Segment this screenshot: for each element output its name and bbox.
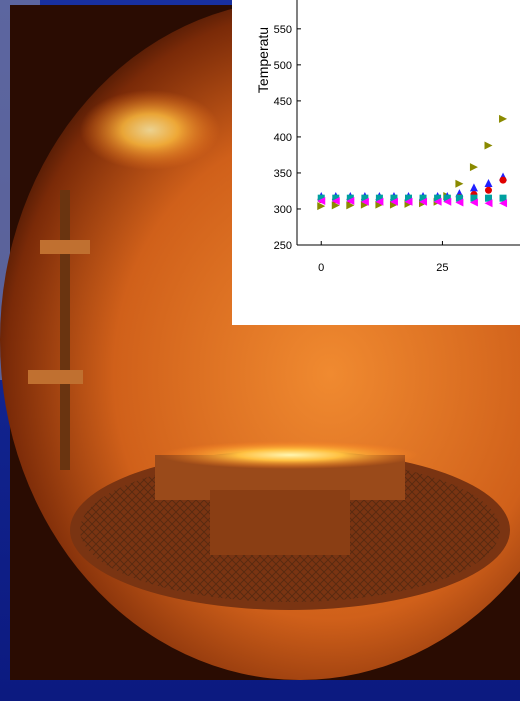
point [484,199,493,208]
point [375,194,383,202]
point [346,197,355,206]
point [443,197,452,206]
point [331,197,340,206]
point [361,194,369,202]
point [470,194,478,202]
point [389,197,398,206]
point [317,197,326,206]
point [484,141,493,150]
point [484,186,492,194]
point [469,183,478,192]
y-tick-label: 500 [274,60,292,72]
y-axis-label: Temperatu [255,27,271,93]
point [469,198,478,207]
point [346,201,355,210]
point [317,202,326,211]
sample-block [210,490,350,555]
y-tick-label: 250 [274,240,292,252]
y-tick-label: 400 [274,132,292,144]
point [455,198,464,207]
point [455,194,463,202]
point [419,197,428,206]
rail [60,190,70,470]
y-tick-label: 300 [274,204,292,216]
point [419,194,427,202]
point [499,114,508,123]
point [484,179,493,188]
point [331,201,340,210]
x-tick-label: 25 [436,262,448,274]
point [434,194,442,202]
point [499,194,507,202]
point [332,194,340,202]
plot: 250 300 350 400 450 500 550 0 25 [274,0,520,274]
point [404,197,413,206]
point [360,197,369,206]
point [317,194,325,202]
point [499,199,508,208]
glowing-rod [160,441,420,469]
point [499,176,507,184]
bracket [28,370,83,384]
point [375,197,384,206]
bracket [40,240,90,254]
point [405,194,412,202]
point [346,194,354,202]
point [433,197,442,206]
point [469,163,478,172]
point [455,179,464,188]
x-tick-label: 0 [318,262,324,274]
reflection [80,90,220,170]
y-tick-label: 550 [274,24,292,36]
point [443,194,451,202]
point [484,194,492,202]
y-tick-label: 350 [274,168,292,180]
chart-panel [232,0,520,325]
point [390,194,398,202]
y-tick-label: 450 [274,96,292,108]
